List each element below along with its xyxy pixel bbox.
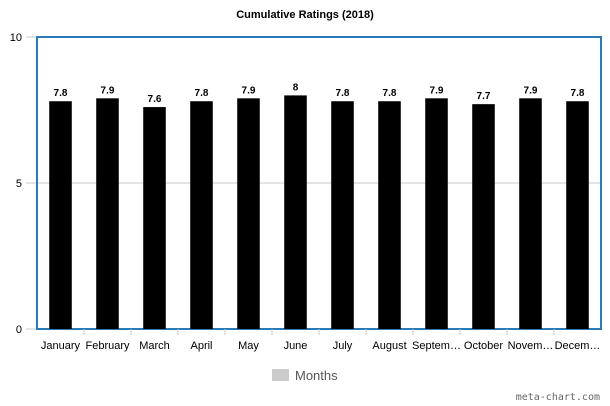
y-tick-label: 5 — [16, 178, 22, 190]
data-labels: 7.8 7.9 7.6 7.8 7.9 8 7.8 7.8 7.9 7.7 7.9 7.8 — [54, 82, 585, 105]
data-label: 7.8 — [383, 88, 397, 99]
bar[interactable] — [331, 101, 354, 330]
data-label: 7.8 — [195, 88, 209, 99]
y-tick-label: 0 — [16, 324, 22, 336]
x-category-label: August — [372, 340, 406, 352]
data-label: 7.9 — [101, 85, 115, 96]
x-category-label: Decem… — [555, 340, 601, 352]
bar[interactable] — [519, 98, 542, 329]
bar[interactable] — [96, 98, 119, 329]
y-axis-ticks: 0 5 10 — [10, 32, 37, 336]
bar[interactable] — [237, 98, 260, 329]
x-category-label: May — [238, 340, 259, 352]
x-category-label: Septem… — [412, 340, 461, 352]
legend-label[interactable]: Months — [295, 368, 338, 383]
bar[interactable] — [49, 101, 72, 330]
data-label: 7.8 — [54, 88, 68, 99]
x-category-label: April — [190, 340, 212, 352]
data-label: 7.9 — [524, 85, 538, 96]
x-category-label: Novem… — [508, 340, 554, 352]
y-tick-label: 10 — [10, 32, 22, 44]
bar[interactable] — [425, 98, 448, 329]
bar[interactable] — [378, 101, 401, 330]
x-axis-categories: January February March April May June July Augu… — [41, 329, 600, 352]
legend-swatch[interactable] — [272, 369, 289, 381]
bar[interactable] — [143, 107, 166, 329]
data-label: 7.7 — [477, 91, 491, 102]
data-label: 7.6 — [148, 94, 162, 105]
x-category-label: February — [85, 340, 130, 352]
legend[interactable]: Months — [272, 368, 338, 383]
x-category-label: January — [41, 340, 81, 352]
chart-credit: meta-chart.com — [516, 392, 600, 403]
chart-title: Cumulative Ratings (2018) — [236, 9, 374, 21]
x-category-label: June — [284, 340, 308, 352]
data-label: 7.9 — [242, 85, 256, 96]
bars — [49, 95, 589, 330]
bar[interactable] — [566, 101, 589, 330]
bar[interactable] — [284, 95, 307, 330]
data-label: 7.9 — [430, 85, 444, 96]
data-label: 8 — [293, 82, 299, 93]
x-category-label: March — [139, 340, 170, 352]
data-label: 7.8 — [336, 88, 350, 99]
x-category-label: July — [333, 340, 353, 352]
x-category-label: October — [464, 340, 503, 352]
data-label: 7.8 — [571, 88, 585, 99]
bar[interactable] — [190, 101, 213, 330]
bar[interactable] — [472, 104, 495, 329]
